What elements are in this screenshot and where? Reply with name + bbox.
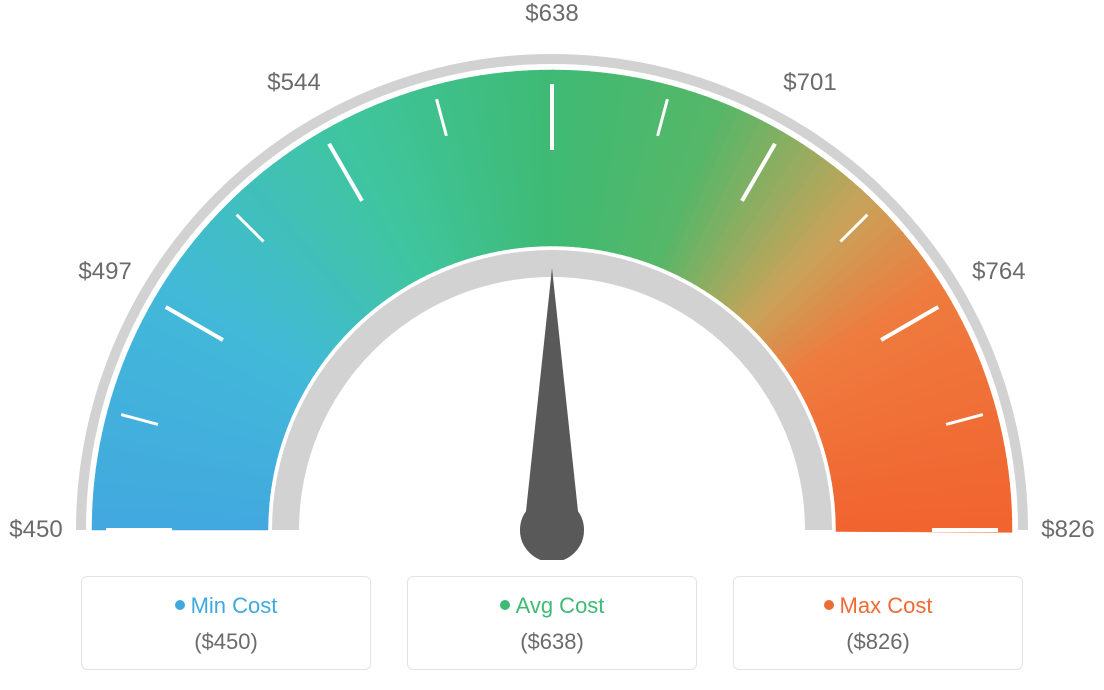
legend-dot-icon (500, 600, 510, 610)
legend-title-text: Max Cost (840, 593, 933, 618)
gauge-tick-label: $764 (972, 258, 1025, 286)
legend-card-avg: Avg Cost ($638) (407, 576, 697, 670)
legend-card-max: Max Cost ($826) (733, 576, 1023, 670)
gauge-tick-label: $638 (525, 0, 578, 28)
legend-value: ($638) (418, 629, 686, 655)
legend-dot-icon (824, 600, 834, 610)
legend-value: ($450) (92, 629, 360, 655)
legend-title: Min Cost (92, 593, 360, 619)
gauge-tick-label: $544 (267, 69, 320, 97)
gauge-tick-label: $701 (783, 69, 836, 97)
cost-gauge: $450 $497 $544 $638 $701 $764 $826 (0, 0, 1104, 560)
legend-title-text: Avg Cost (516, 593, 605, 618)
legend-title: Avg Cost (418, 593, 686, 619)
legend-value: ($826) (744, 629, 1012, 655)
legend-title-text: Min Cost (191, 593, 278, 618)
legend-row: Min Cost ($450) Avg Cost ($638) Max Cost ($82… (0, 576, 1104, 670)
gauge-tick-labels: $450 $497 $544 $638 $701 $764 $826 (0, 0, 1104, 560)
gauge-tick-label: $826 (1041, 516, 1094, 544)
gauge-tick-label: $450 (9, 516, 62, 544)
gauge-tick-label: $497 (78, 258, 131, 286)
legend-dot-icon (175, 600, 185, 610)
legend-title: Max Cost (744, 593, 1012, 619)
legend-card-min: Min Cost ($450) (81, 576, 371, 670)
